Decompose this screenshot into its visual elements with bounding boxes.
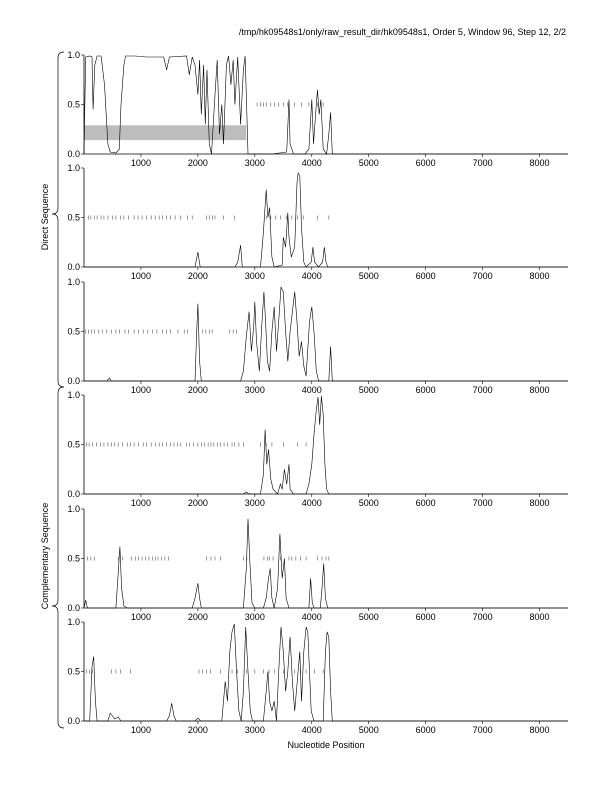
x-tick-label: 3000 [245, 158, 265, 168]
x-tick-label: 5000 [359, 271, 379, 281]
panel-6: 0.0 0.5 1.0 1000 2000 3000 4000 5000 6000 7000 800… [67, 617, 568, 735]
x-tick-label: 2000 [188, 725, 208, 735]
x-tick-label: 8000 [530, 385, 550, 395]
complementary-sequence-label: Complementary Sequence [40, 503, 50, 610]
x-tick-label: 6000 [416, 725, 436, 735]
x-tick-label: 1000 [131, 158, 151, 168]
y-tick-label: 0.0 [67, 716, 80, 726]
series-line [83, 55, 568, 155]
x-tick-label: 7000 [473, 498, 493, 508]
x-tick-label: 2000 [188, 385, 208, 395]
highlight-band [84, 125, 247, 141]
panel-2: 0.0 0.5 1.0 1000 2000 3000 4000 5000 6000 7000 800… [67, 163, 568, 281]
x-tick-label: 4000 [302, 725, 322, 735]
x-tick-label: 5000 [359, 612, 379, 622]
panels-container: 0.0 0.5 1.0 1000 2000 3000 4000 5000 6000 7000 800… [67, 50, 568, 735]
x-tick-label: 3000 [245, 612, 265, 622]
x-tick-label: 7000 [473, 158, 493, 168]
series-line [84, 171, 568, 268]
y-tick-label: 1.0 [67, 277, 80, 287]
x-tick-label: 8000 [530, 158, 550, 168]
x-tick-label: 7000 [473, 385, 493, 395]
direct-sequence-label: Direct Sequence [40, 184, 50, 251]
x-tick-label: 8000 [530, 612, 550, 622]
x-tick-label: 1000 [131, 612, 151, 622]
x-tick-label: 3000 [245, 498, 265, 508]
panel-5: 0.0 0.5 1.0 1000 2000 3000 4000 5000 6000 7000 800… [67, 504, 568, 622]
y-tick-label: 0.5 [67, 554, 80, 564]
x-tick-label: 5000 [359, 498, 379, 508]
panel-1: 0.0 0.5 1.0 1000 2000 3000 4000 5000 6000 7000 800… [67, 50, 568, 168]
direct-group-bracket [51, 51, 65, 388]
x-tick-label: 8000 [530, 498, 550, 508]
y-tick-label: 0.0 [67, 603, 80, 613]
y-tick-label: 0.5 [67, 100, 80, 110]
series-line [83, 518, 568, 609]
x-tick-label: 2000 [188, 612, 208, 622]
x-tick-label: 5000 [359, 158, 379, 168]
x-tick-label: 4000 [302, 158, 322, 168]
panel-4: 0.0 0.5 1.0 1000 2000 3000 4000 5000 6000 7000 800… [67, 390, 568, 508]
y-tick-label: 0.0 [67, 149, 80, 159]
y-tick-label: 0.5 [67, 440, 80, 450]
y-tick-label: 0.5 [67, 327, 80, 337]
x-tick-label: 4000 [302, 271, 322, 281]
x-tick-label: 5000 [359, 385, 379, 395]
x-tick-label: 2000 [188, 158, 208, 168]
y-tick-label: 1.0 [67, 504, 80, 514]
y-tick-label: 0.5 [67, 213, 80, 223]
x-tick-label: 8000 [530, 725, 550, 735]
x-tick-label: 7000 [473, 271, 493, 281]
x-tick-label: 6000 [416, 385, 436, 395]
x-tick-label: 5000 [359, 725, 379, 735]
y-tick-label: 1.0 [67, 50, 80, 60]
complementary-group-bracket [51, 386, 65, 729]
y-tick-label: 0.0 [67, 489, 80, 499]
y-tick-label: 0.0 [67, 376, 80, 386]
x-tick-label: 2000 [188, 498, 208, 508]
x-tick-label: 6000 [416, 498, 436, 508]
x-tick-label: 3000 [245, 725, 265, 735]
x-tick-label: 1000 [131, 271, 151, 281]
x-tick-label: 4000 [302, 385, 322, 395]
series-line [84, 395, 568, 495]
x-tick-label: 7000 [473, 612, 493, 622]
series-line [84, 286, 568, 382]
x-tick-label: 8000 [530, 271, 550, 281]
x-tick-label: 1000 [131, 725, 151, 735]
file-path-title: /tmp/hk09548s1/only/raw_result_dir/hk095… [239, 27, 566, 37]
x-tick-label: 4000 [302, 498, 322, 508]
x-tick-label: 2000 [188, 271, 208, 281]
panel-3: 0.0 0.5 1.0 1000 2000 3000 4000 5000 6000 7000 800… [67, 277, 568, 395]
y-tick-label: 1.0 [67, 163, 80, 173]
x-tick-label: 6000 [416, 271, 436, 281]
y-tick-label: 1.0 [67, 390, 80, 400]
y-tick-label: 1.0 [67, 617, 80, 627]
x-tick-label: 7000 [473, 725, 493, 735]
x-tick-label: 1000 [131, 498, 151, 508]
x-tick-label: 1000 [131, 385, 151, 395]
x-tick-label: 6000 [416, 158, 436, 168]
x-tick-label: 3000 [245, 385, 265, 395]
x-axis-label: Nucleotide Position [287, 740, 364, 750]
y-tick-label: 0.5 [67, 667, 80, 677]
x-tick-label: 6000 [416, 612, 436, 622]
series-line [84, 623, 568, 722]
y-tick-label: 0.0 [67, 262, 80, 272]
x-tick-label: 3000 [245, 271, 265, 281]
x-tick-label: 4000 [302, 612, 322, 622]
